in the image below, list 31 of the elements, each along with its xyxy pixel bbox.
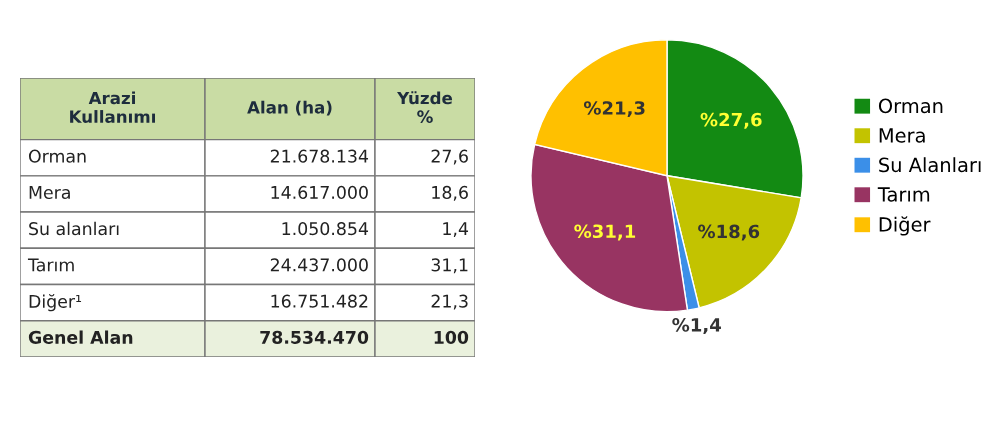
category-label: Genel Alan: [28, 330, 133, 344]
data-label: 1.050.854: [282, 222, 369, 236]
legend-label: Su Alanları: [879, 157, 981, 173]
series-label: Alan (ha): [247, 100, 332, 116]
data-label: %21,3: [583, 101, 645, 118]
legend-label: Mera: [879, 128, 925, 143]
data-label: 21,3: [431, 294, 468, 310]
data-label: 16.751.482: [271, 294, 368, 308]
data-label: %31,1: [574, 224, 636, 241]
category-label: Su alanları: [29, 221, 119, 236]
legend-label: Diğer: [879, 216, 931, 236]
data-label: %1,4: [672, 318, 721, 335]
data-label: 1,4: [443, 222, 469, 237]
category-label: Mera: [29, 186, 70, 199]
text: Arazi Kullanımı: [70, 91, 156, 123]
legend-label: Tarım: [877, 187, 930, 202]
data-label: 78.534.470: [260, 330, 369, 344]
data-label: 31,1: [431, 258, 468, 274]
series-label: Yüzde %: [397, 91, 453, 123]
category-label: Orman: [28, 149, 86, 163]
data-label: 100: [434, 330, 469, 344]
legend-label: Orman: [878, 98, 943, 114]
data-label: 21.678.134: [270, 149, 369, 163]
category-label: Tarım: [27, 258, 74, 272]
category-label: Diğer¹: [29, 294, 82, 312]
data-label: 27,6: [431, 149, 468, 165]
data-label: 24.437.000: [270, 258, 368, 272]
data-label: 18,6: [432, 185, 468, 201]
data-label: 14.617.000: [271, 185, 368, 199]
data-label: %18,6: [698, 224, 760, 241]
data-label: %27,6: [700, 112, 762, 129]
